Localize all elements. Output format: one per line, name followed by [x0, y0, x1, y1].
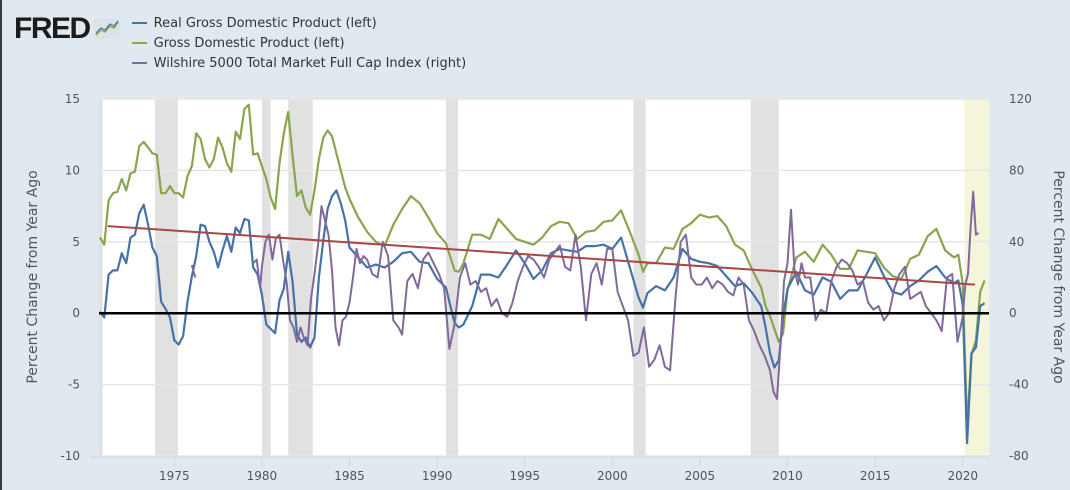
series-line-gdp[interactable]	[98, 103, 986, 428]
fred-logo[interactable]: FRED	[14, 14, 120, 44]
x-tick-label: 2015	[860, 469, 891, 483]
recession-band	[99, 99, 103, 456]
legend-item-gdp[interactable]: Gross Domestic Product (left)	[131, 33, 467, 53]
legend-label: Real Gross Domestic Product (left)	[153, 15, 377, 31]
y-tick-label-right: 80	[1009, 163, 1024, 177]
y-tick-label-left: 0	[72, 306, 80, 320]
legend-item-wilshire[interactable]: Wilshire 5000 Total Market Full Cap Inde…	[131, 53, 467, 73]
y-tick-label-right: 40	[1009, 235, 1024, 249]
y-tick-label-left: -5	[68, 378, 80, 392]
legend-swatch	[131, 62, 147, 64]
x-tick-label: 2005	[685, 469, 716, 483]
fred-logo-text: FRED	[14, 12, 91, 45]
y-axis-title-left: Percent Change from Year Ago	[25, 170, 41, 383]
y-tick-label-right: -40	[1009, 378, 1029, 392]
x-tick-label: 2010	[772, 469, 803, 483]
y-tick-label-left: 10	[65, 163, 80, 177]
x-tick-label: 1995	[509, 469, 540, 483]
legend-label: Gross Domestic Product (left)	[153, 35, 345, 51]
recession-band	[445, 99, 459, 456]
legend-swatch	[131, 42, 147, 44]
y-tick-label-right: 120	[1009, 92, 1032, 106]
legend-item-real-gdp[interactable]: Real Gross Domestic Product (left)	[131, 13, 467, 33]
y-axis-title-right: Percent Change from Year Ago	[1050, 170, 1066, 383]
x-tick-label: 2020	[947, 469, 978, 483]
trend-line	[107, 225, 976, 286]
line-chart-icon	[93, 19, 120, 39]
y-tick-label-left: -10	[60, 449, 80, 463]
recession-band	[633, 99, 646, 456]
legend-swatch	[131, 22, 147, 24]
chart-header: FRED Real Gross Domestic Product (left) …	[14, 10, 466, 73]
series-line-wilshire[interactable]	[252, 190, 980, 400]
y-tick-label-left: 15	[65, 92, 80, 106]
y-tick-label-right: -80	[1009, 449, 1029, 463]
series-line-wilshire[interactable]	[190, 264, 197, 278]
x-tick-label: 1980	[247, 469, 278, 483]
y-tick-label-right: 0	[1009, 306, 1017, 320]
y-tick-label-left: 5	[72, 235, 80, 249]
x-tick-label: 1985	[334, 469, 365, 483]
x-tick-label: 1975	[159, 469, 190, 483]
x-tick-label: 1990	[422, 469, 453, 483]
legend-label: Wilshire 5000 Total Market Full Cap Inde…	[153, 55, 467, 71]
recession-band	[261, 99, 271, 456]
chart-legend: Real Gross Domestic Product (left) Gross…	[131, 13, 467, 73]
x-tick-label: 2000	[597, 469, 628, 483]
